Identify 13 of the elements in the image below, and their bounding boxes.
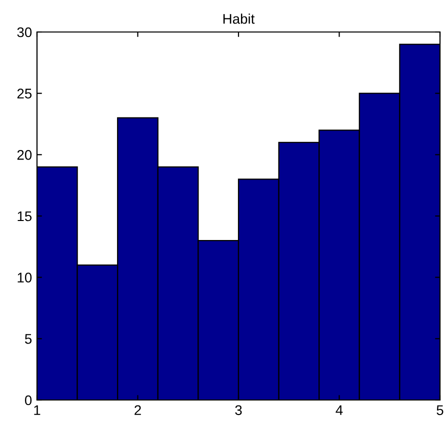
y-tick-label: 30 xyxy=(17,27,32,38)
y-tick-label: 25 xyxy=(17,88,32,99)
y-tick-label: 5 xyxy=(24,334,32,344)
x-tick-label: 4 xyxy=(336,405,343,415)
y-tick-label: 15 xyxy=(18,211,32,222)
x-tick-label: 5 xyxy=(436,405,444,416)
x-tick-label: 3 xyxy=(235,405,242,416)
y-tick-label: 0 xyxy=(24,395,32,406)
y-tick-label: 10 xyxy=(18,272,32,283)
x-tick-label: 1 xyxy=(34,405,40,415)
y-tick-label: 20 xyxy=(17,150,32,160)
x-tick-label: 2 xyxy=(134,405,141,415)
chart-title: Habit xyxy=(223,14,255,24)
